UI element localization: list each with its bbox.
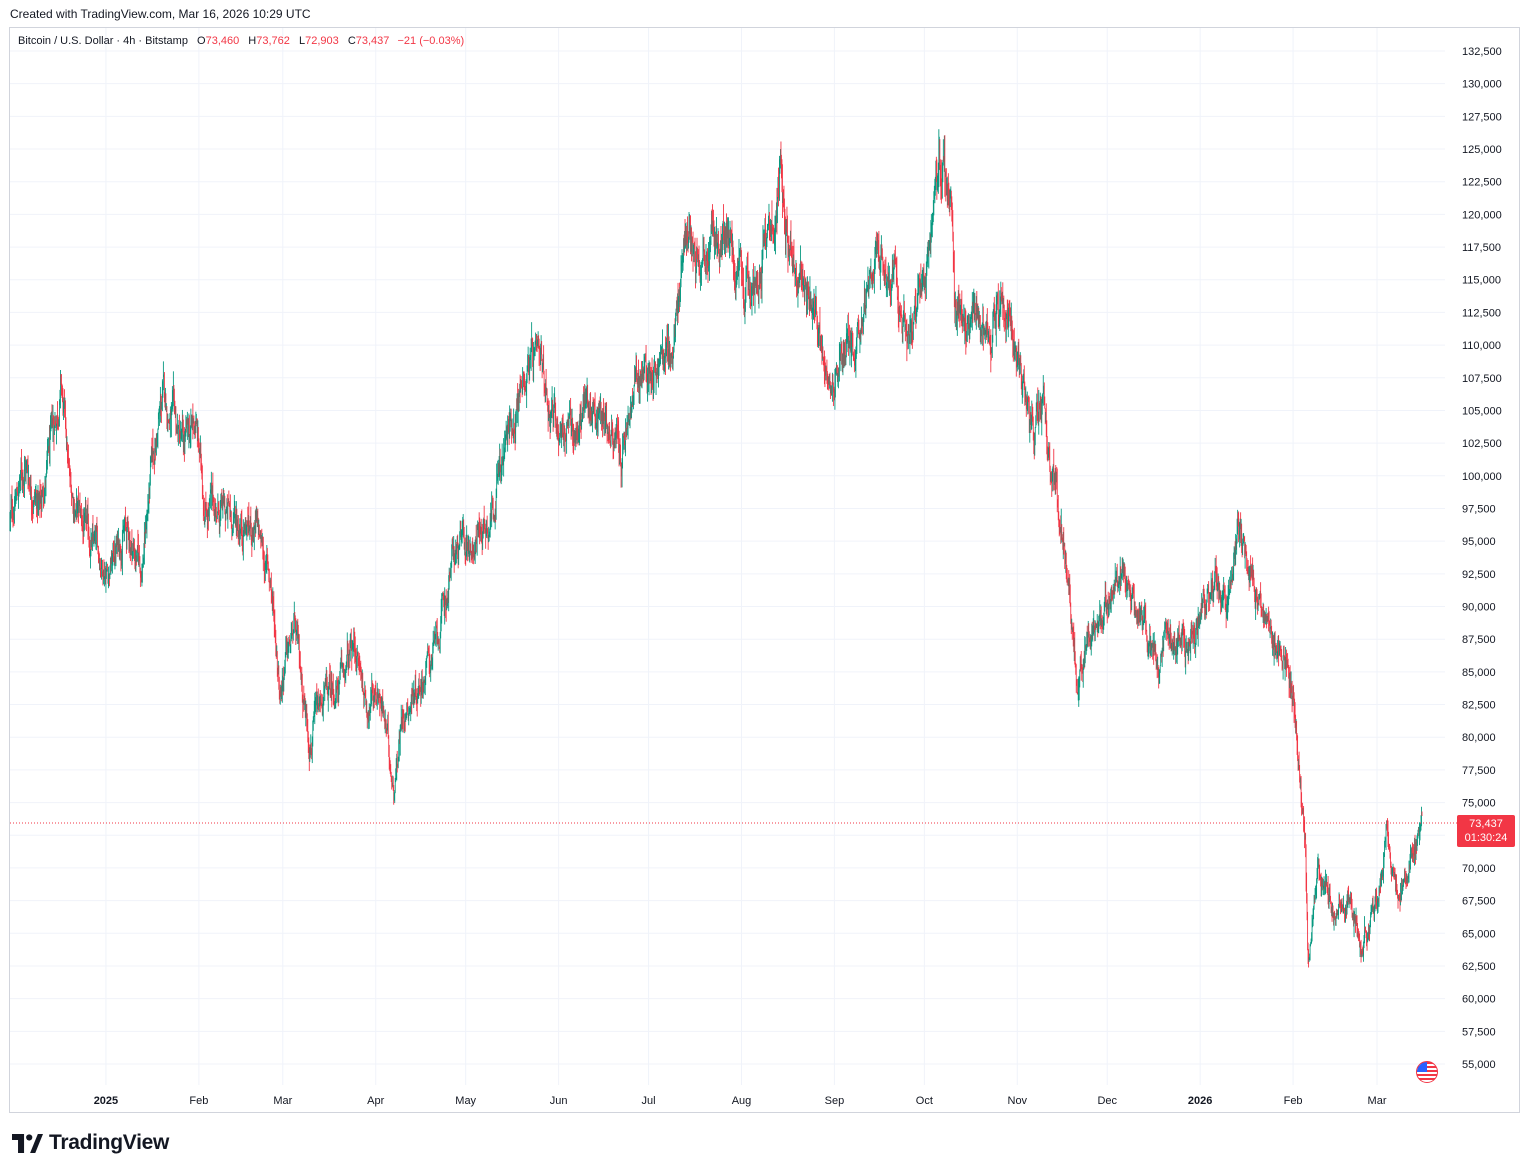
time-tick-label: Apr <box>367 1095 384 1107</box>
price-tick-label: 85,000 <box>1462 667 1496 679</box>
price-tick-label: 95,000 <box>1462 536 1496 548</box>
price-tick-label: 92,500 <box>1462 569 1496 581</box>
price-axis[interactable]: 55,000 57,500 60,000 62,500 65,000 67,500 70,0… <box>1462 46 1502 1071</box>
grid-lines <box>10 28 1445 1085</box>
price-tick-label: 87,500 <box>1462 634 1496 646</box>
price-tick-label: 122,500 <box>1462 177 1502 189</box>
close-value: 73,437 <box>355 35 390 47</box>
price-tick-label: 110,000 <box>1462 340 1501 352</box>
price-tick-label: 107,500 <box>1462 373 1502 385</box>
time-tick-label: May <box>455 1095 476 1107</box>
price-tick-label: 77,500 <box>1462 765 1496 777</box>
time-tick-label: 2026 <box>1188 1095 1212 1107</box>
high-label: H <box>248 35 257 47</box>
price-tick-label: 112,500 <box>1462 307 1501 319</box>
price-tick-label: 57,500 <box>1462 1026 1496 1038</box>
time-tick-label: Jul <box>642 1095 656 1107</box>
time-tick-label: Mar <box>1368 1095 1387 1107</box>
last-price-value: 73,437 <box>1469 818 1503 830</box>
price-tick-label: 115,000 <box>1462 275 1501 287</box>
price-tick-label: 117,500 <box>1462 242 1501 254</box>
price-tick-label: 120,000 <box>1462 209 1502 221</box>
time-tick-label: Oct <box>916 1095 933 1107</box>
change-value: −21 (−0.03%) <box>397 35 465 47</box>
chart-frame <box>9 27 1520 1113</box>
us-flag-icon[interactable] <box>1416 1061 1438 1083</box>
price-tick-label: 130,000 <box>1462 79 1502 91</box>
price-tick-label: 125,000 <box>1462 144 1502 156</box>
time-tick-label: Dec <box>1097 1095 1117 1107</box>
price-tick-label: 97,500 <box>1462 503 1496 515</box>
time-tick-label: Sep <box>825 1095 845 1107</box>
price-tick-label: 90,000 <box>1462 602 1496 614</box>
symbol-name[interactable]: Bitcoin / U.S. Dollar · 4h · Bitstamp <box>18 35 188 47</box>
close-label: C <box>347 35 356 47</box>
price-tick-label: 82,500 <box>1462 700 1496 712</box>
bar-countdown: 01:30:24 <box>1464 832 1508 844</box>
price-tick-label: 102,500 <box>1462 438 1502 450</box>
symbol-legend: Bitcoin / U.S. Dollar · 4h · Bitstamp O7… <box>18 35 464 47</box>
time-tick-label: Feb <box>1284 1095 1303 1107</box>
time-tick-label: Mar <box>273 1095 292 1107</box>
created-with-label: Created with TradingView.com, Mar 16, 20… <box>10 7 311 21</box>
time-tick-label: Nov <box>1008 1095 1028 1107</box>
price-tick-label: 105,000 <box>1462 405 1502 417</box>
price-tick-label: 55,000 <box>1462 1059 1496 1071</box>
tradingview-wordmark: TradingView <box>49 1131 170 1154</box>
low-label: L <box>298 35 306 47</box>
price-tick-label: 127,500 <box>1462 111 1502 123</box>
price-tick-label: 80,000 <box>1462 732 1496 744</box>
high-value: 73,762 <box>256 35 290 47</box>
tradingview-logo-icon <box>12 1133 43 1153</box>
price-tick-label: 132,500 <box>1462 46 1502 58</box>
price-tick-label: 100,000 <box>1462 471 1502 483</box>
time-tick-label: Aug <box>732 1095 752 1107</box>
price-tick-label: 62,500 <box>1462 961 1496 973</box>
price-tick-label: 75,000 <box>1462 798 1496 810</box>
time-tick-label: 2025 <box>94 1095 118 1107</box>
open-value: 73,460 <box>205 35 240 47</box>
low-value: 72,903 <box>305 35 339 47</box>
price-tick-label: 65,000 <box>1462 928 1496 940</box>
open-label: O <box>197 35 206 47</box>
time-axis[interactable]: 2025 Feb Mar Apr May Jun Jul Aug Sep Oct Nov Dec 202… <box>94 1095 1387 1107</box>
candles <box>9 129 1423 968</box>
price-tick-label: 67,500 <box>1462 896 1496 908</box>
price-tick-label: 60,000 <box>1462 994 1496 1006</box>
time-tick-label: Feb <box>189 1095 208 1107</box>
price-tick-label: 70,000 <box>1462 863 1496 875</box>
last-price-tag: 73,437 01:30:24 <box>1457 815 1515 847</box>
tradingview-brand: TradingView <box>12 1131 169 1155</box>
time-tick-label: Jun <box>550 1095 568 1107</box>
